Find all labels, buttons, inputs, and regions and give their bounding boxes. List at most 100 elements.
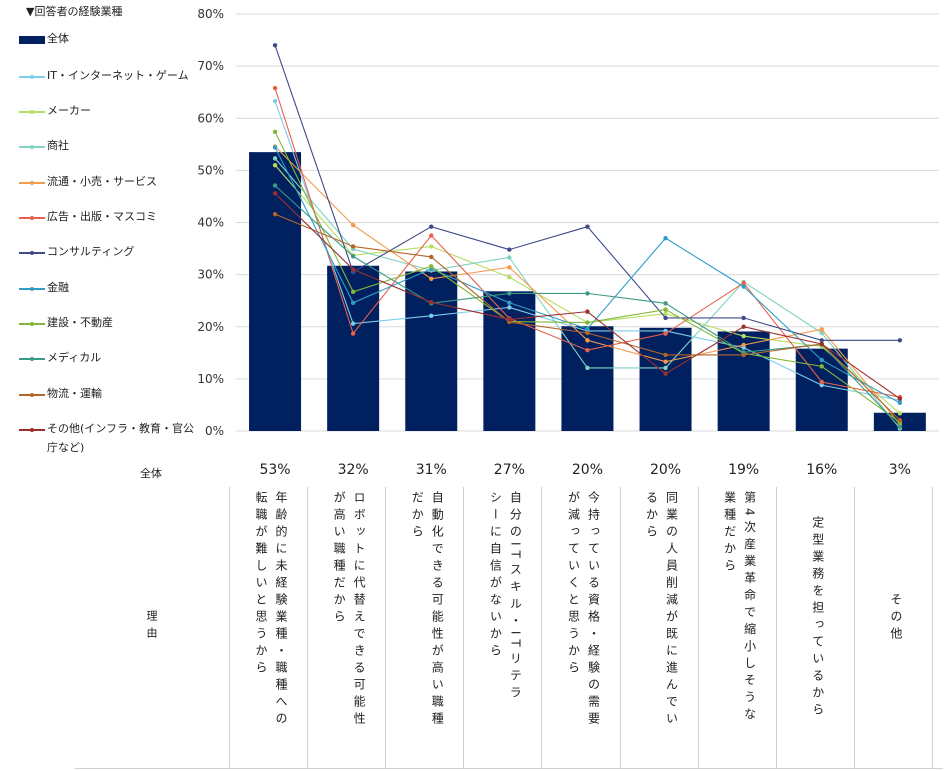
reason-text: 自分のITスキル・ITリテラ シーに自信がないから — [488, 491, 523, 703]
legend-line-marker-icon — [19, 142, 45, 152]
legend-line-marker-icon — [19, 107, 45, 117]
series-point — [741, 352, 746, 358]
series-point — [429, 264, 434, 269]
reason-text: 自動化できる可能性が高い職種 だから — [410, 491, 445, 729]
reason-text: ロボットに代替えできる可能性 が高い職種だから — [332, 491, 367, 729]
series-point — [507, 265, 512, 270]
legend-item: コンサルティング — [19, 245, 199, 261]
legend-label: 全体 — [47, 32, 69, 45]
series-point — [350, 289, 356, 295]
legend-item: 全体 — [19, 32, 199, 48]
chart-plot: 0% 10% 20% 30% 40% 50% 60% 70% 80% — [197, 7, 939, 438]
reason-cell: 同業の人員削減が既に進んでい るから — [619, 487, 698, 769]
legend-title: ▼回答者の経験業種 — [26, 5, 123, 18]
series-point — [272, 85, 278, 91]
series-point — [507, 291, 512, 296]
reason-text: 定型業務を担っているから — [810, 516, 825, 720]
series-point — [272, 129, 278, 135]
series-point — [507, 247, 512, 252]
series-point — [585, 326, 590, 332]
series-point — [819, 330, 824, 336]
series-point — [585, 365, 590, 371]
legend-item: 広告・出版・マスコミ — [19, 210, 199, 226]
overall-percent-cell: 53% — [259, 462, 291, 478]
series-point — [272, 162, 278, 168]
reason-cell: 定型業務を担っているから — [775, 487, 854, 769]
series-point — [663, 331, 668, 336]
series-point — [663, 365, 668, 371]
legend-line-marker-icon — [19, 319, 45, 329]
y-tick-label: 30% — [197, 268, 224, 282]
series-point — [663, 315, 668, 321]
legend-label: 金融 — [47, 281, 69, 294]
series-point — [741, 280, 746, 286]
series-point — [350, 321, 356, 326]
overall-percent-cell: 31% — [415, 462, 447, 478]
series-point — [507, 305, 512, 310]
legend-line-marker-icon — [19, 425, 45, 435]
reason-text: 同業の人員削減が既に進んでい るから — [644, 491, 679, 729]
reason-text: 第4次産業革命で縮小しそうな 業種だから — [722, 491, 757, 725]
overall-percent-cell: 16% — [806, 462, 838, 478]
legend-bar-swatch-icon — [19, 35, 45, 45]
series-point — [819, 379, 824, 385]
series-point — [741, 324, 746, 329]
reason-text: 年齢的に未経験業種・職種への 転職が難しいと思うから — [254, 491, 289, 729]
legend-item: 物流・運輸 — [19, 387, 199, 403]
reason-cell: 第4次産業革命で縮小しそうな 業種だから — [697, 487, 776, 769]
series-point — [350, 254, 356, 259]
series-point — [897, 424, 903, 430]
series-point — [350, 331, 356, 336]
series-point — [897, 411, 903, 416]
series-point — [350, 300, 356, 305]
series-point — [585, 338, 590, 343]
table-right-border — [931, 487, 933, 769]
series-point — [741, 315, 746, 321]
series-point — [663, 301, 668, 306]
reason-cell: 今持っている資格・経験の需要 が減っていくと思うから — [541, 487, 619, 769]
series-point — [585, 320, 590, 325]
legend-item: 流通・小売・サービス — [19, 175, 199, 191]
bar-overall — [249, 152, 302, 431]
y-tick-label: 0% — [205, 424, 224, 438]
y-tick-label: 70% — [197, 59, 224, 73]
y-tick-label: 20% — [197, 320, 224, 334]
legend-label: メディカル — [47, 351, 102, 364]
series-point — [585, 224, 590, 229]
table-bottom-border — [75, 768, 943, 769]
legend-item: 建設・不動産 — [19, 316, 199, 332]
series-point — [429, 244, 434, 249]
legend-label: 商社 — [47, 139, 69, 152]
series-point — [272, 43, 278, 48]
series-point — [429, 300, 434, 305]
overall-percent-cell: 32% — [337, 462, 369, 478]
reason-text: その他 — [888, 592, 903, 644]
bar-overall — [483, 291, 536, 431]
series-point — [897, 396, 903, 401]
series-point — [429, 276, 434, 281]
legend-label: 建設・不動産 — [47, 316, 113, 329]
overall-percent-cell: 3% — [888, 462, 911, 478]
reason-cell: 自動化できる可能性が高い職種 だから — [385, 487, 463, 769]
legend-label: その他(インフラ・教育・官公庁など) — [47, 422, 194, 454]
series-point — [429, 233, 434, 238]
series-point — [272, 98, 278, 104]
series-point — [272, 183, 278, 188]
series-point — [819, 327, 824, 332]
series-point — [585, 291, 590, 296]
legend-item: メーカー — [19, 104, 199, 120]
overall-percent-cell: 20% — [571, 462, 603, 478]
series-point — [507, 255, 512, 260]
series-point — [507, 275, 512, 280]
y-tick-label: 60% — [197, 111, 224, 125]
bar-overall — [405, 271, 458, 431]
legend-label: IT・インターネット・ゲーム — [47, 69, 189, 82]
legend-line-marker-icon — [19, 72, 45, 82]
series-point — [350, 244, 356, 249]
series-point — [663, 307, 668, 312]
legend-line-marker-icon — [19, 390, 45, 400]
legend-line-marker-icon — [19, 178, 45, 188]
series-point — [507, 300, 512, 305]
legend-label: 広告・出版・マスコミ — [47, 210, 157, 223]
reason-text: 今持っている資格・経験の需要 が減っていくと思うから — [566, 491, 601, 729]
